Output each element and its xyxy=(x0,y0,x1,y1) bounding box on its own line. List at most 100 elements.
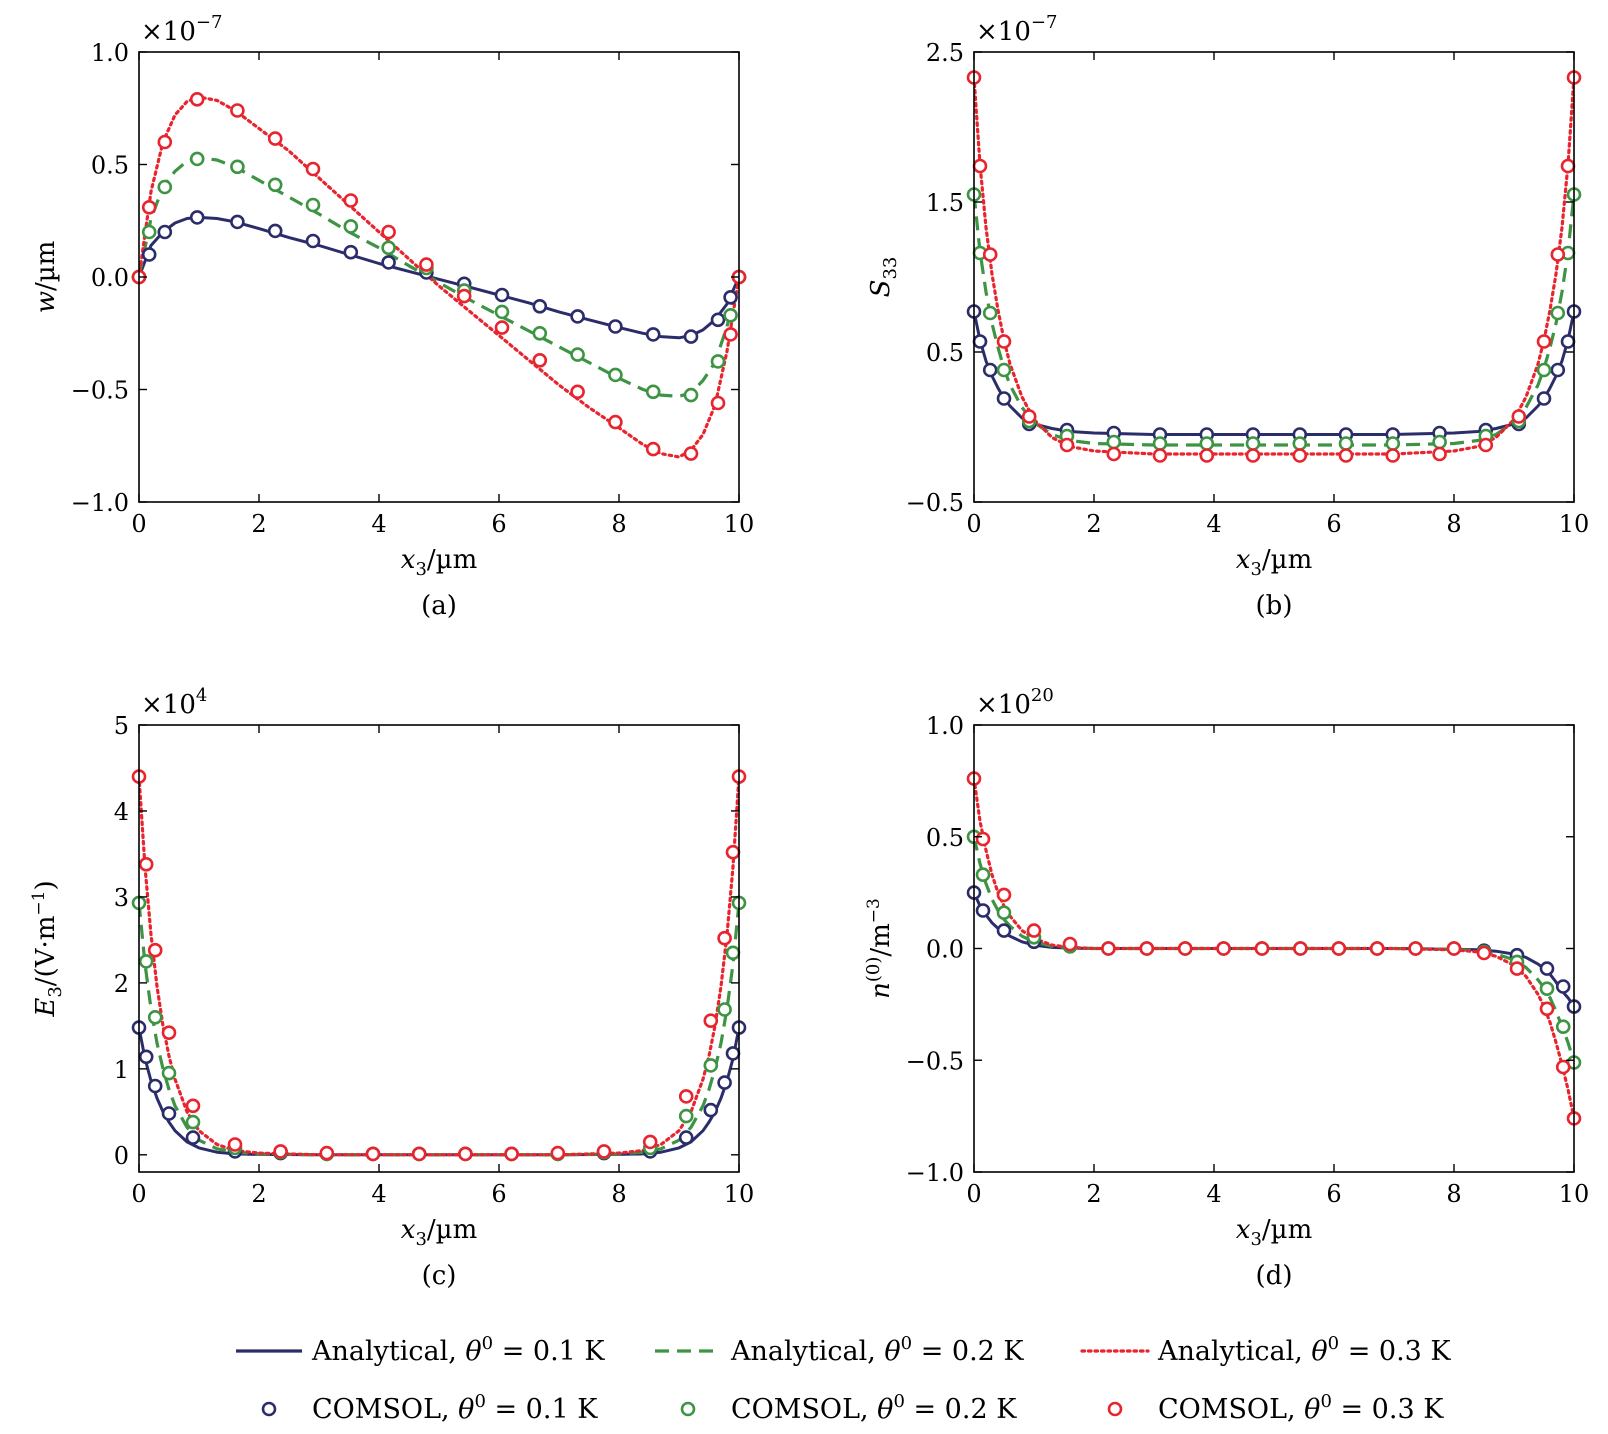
data-point xyxy=(725,1046,741,1061)
axis-multiplier: ×1020 xyxy=(976,685,1054,720)
data-point xyxy=(1216,941,1231,956)
data-point xyxy=(458,1146,473,1162)
data-point xyxy=(996,887,1012,903)
data-point xyxy=(1021,409,1037,424)
plot-frame xyxy=(138,51,740,503)
data-point xyxy=(596,1144,612,1159)
data-point xyxy=(1106,446,1122,462)
data-point xyxy=(419,257,434,272)
data-point xyxy=(141,200,157,215)
data-point xyxy=(1536,334,1552,349)
data-point xyxy=(1555,1059,1571,1075)
plot-frame xyxy=(973,51,1575,503)
legend: Analytical, θ0 = 0.1 K Analytical, θ0 = 0… xyxy=(236,1333,1451,1425)
data-point xyxy=(1555,979,1571,994)
y-axis-label: w/µm xyxy=(31,241,61,314)
data-point xyxy=(1254,941,1270,956)
data-point xyxy=(494,320,510,335)
data-point xyxy=(678,1130,694,1145)
data-point xyxy=(717,930,732,946)
x-tick-label: 10 xyxy=(1559,510,1590,538)
x-tick-label: 10 xyxy=(724,1180,755,1208)
x-tick-label: 6 xyxy=(1326,1180,1341,1208)
legend-label: Analytical, θ0 = 0.2 K xyxy=(730,1333,1024,1367)
data-point xyxy=(645,384,661,400)
data-point xyxy=(343,219,359,234)
y-tick-label: 0.0 xyxy=(91,264,129,292)
data-point xyxy=(157,224,173,240)
data-point xyxy=(608,414,623,430)
data-point xyxy=(1152,436,1168,451)
legend-swatch-marker xyxy=(1107,1401,1123,1417)
data-point xyxy=(1101,941,1116,956)
data-point xyxy=(1152,448,1168,463)
data-point xyxy=(141,247,157,262)
data-point xyxy=(710,395,726,411)
data-point xyxy=(141,224,157,240)
data-point xyxy=(1511,409,1527,424)
data-point xyxy=(1555,1019,1571,1034)
y-tick-label: 0.5 xyxy=(926,339,964,367)
data-point xyxy=(570,309,585,324)
data-point xyxy=(703,1013,719,1029)
data-point xyxy=(267,131,283,146)
series-line-1 xyxy=(974,311,1574,436)
data-point xyxy=(642,1134,658,1150)
data-point xyxy=(1338,448,1354,463)
y-tick-label: 1.0 xyxy=(926,712,964,740)
data-point xyxy=(185,1114,201,1130)
data-point xyxy=(343,244,359,260)
data-point xyxy=(975,831,991,847)
data-point xyxy=(1062,936,1078,952)
data-point xyxy=(138,1049,154,1065)
data-point xyxy=(147,1009,163,1025)
data-point xyxy=(147,1078,163,1094)
data-point xyxy=(972,334,988,349)
data-point xyxy=(532,325,548,341)
y-tick-label: −0.5 xyxy=(71,377,129,405)
data-point xyxy=(717,1002,732,1017)
data-point xyxy=(161,1065,177,1081)
data-point xyxy=(717,1075,732,1090)
legend-label: COMSOL, θ0 = 0.1 K xyxy=(312,1391,598,1425)
x-tick-label: 2 xyxy=(1086,1180,1101,1208)
data-point xyxy=(1536,362,1552,378)
x-tick-label: 0 xyxy=(131,1180,146,1208)
x-axis-label: x3/µm xyxy=(401,545,477,580)
y-tick-label: 0.0 xyxy=(926,936,964,964)
data-point xyxy=(1539,961,1555,976)
x-tick-label: 2 xyxy=(1086,510,1101,538)
data-point xyxy=(189,92,205,107)
legend-swatch-marker xyxy=(261,1401,277,1417)
data-point xyxy=(645,441,661,457)
legend-label: COMSOL, θ0 = 0.2 K xyxy=(731,1391,1017,1425)
data-point xyxy=(381,240,396,256)
data-point xyxy=(1550,362,1566,378)
data-point xyxy=(1560,158,1576,174)
x-tick-label: 0 xyxy=(131,510,146,538)
data-point xyxy=(1432,434,1447,450)
chart-panel-b: 0 2 4 6 8 10 −0.5 0.5 1.5 2.5 ×10−7 x3/µm S33 (b) xyxy=(866,12,1589,621)
y-tick-label: 0.5 xyxy=(926,824,964,852)
data-point xyxy=(1139,941,1155,956)
legend-entry: COMSOL, θ0 = 0.2 K xyxy=(680,1391,1017,1425)
data-point xyxy=(1369,941,1385,956)
series-line-3 xyxy=(974,75,1574,456)
data-point xyxy=(710,354,726,369)
plot-frame xyxy=(138,724,740,1173)
data-point xyxy=(1550,305,1566,321)
data-point xyxy=(1199,436,1215,451)
data-point xyxy=(703,1102,719,1118)
data-point xyxy=(1245,448,1261,463)
x-tick-label: 4 xyxy=(1206,510,1221,538)
x-tick-label: 0 xyxy=(966,1180,981,1208)
data-point xyxy=(267,177,283,193)
data-point xyxy=(678,1108,694,1124)
y-tick-label: 1.0 xyxy=(91,39,129,67)
y-tick-label: 2 xyxy=(114,970,129,998)
data-point xyxy=(456,288,472,304)
data-point xyxy=(982,247,998,262)
x-tick-label: 2 xyxy=(251,510,266,538)
data-point xyxy=(723,289,738,305)
